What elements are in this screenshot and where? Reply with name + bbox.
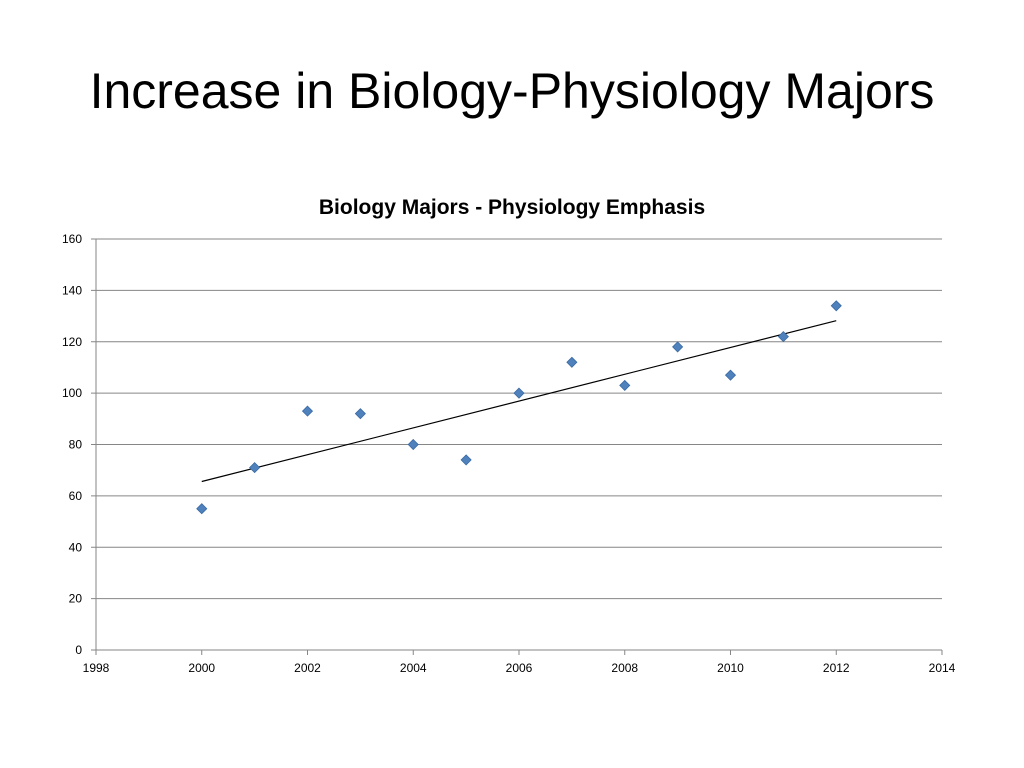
x-tick-label: 2000 [188,661,215,675]
y-tick-label: 120 [62,335,82,349]
y-tick-label: 20 [69,592,83,606]
x-tick-label: 2002 [294,661,321,675]
x-tick-label: 2006 [506,661,533,675]
x-tick-label: 2010 [717,661,744,675]
gridlines [96,238,942,600]
y-tick-label: 40 [69,540,83,554]
x-tick-label: 2004 [400,661,427,675]
y-tick-label: 80 [69,438,83,452]
y-tick-label: 160 [62,232,82,246]
data-point [830,300,842,312]
data-point [724,369,737,381]
data-point [566,356,578,368]
data-point [407,438,419,451]
data-point [777,331,789,343]
y-tick-label: 60 [69,489,83,503]
y-tick-label: 140 [62,283,82,297]
slide-title: Increase in Biology-Physiology Majors [89,63,935,119]
data-point [249,462,261,474]
y-tick-label: 0 [75,643,82,657]
x-tick-label: 1998 [83,661,110,675]
x-tick-label: 2014 [929,661,956,675]
data-point [672,341,684,353]
chart: Biology Majors - Physiology Emphasis 0 20… [62,196,956,675]
data-point [619,379,631,391]
x-tick-label: 2008 [611,661,638,675]
data-point [301,405,314,417]
x-tick-label: 2012 [823,661,850,675]
data-point [513,387,525,399]
data-point [196,503,208,515]
y-tick-label: 100 [62,386,82,400]
chart-title: Biology Majors - Physiology Emphasis [319,196,705,219]
data-point [354,408,366,420]
trendline [201,320,837,483]
data-points [196,300,842,515]
data-point [460,454,472,466]
axes [91,238,943,655]
tick-labels: 0 20 40 60 80 100 120 140 160 1998 2000 2002 2004 200… [62,232,956,675]
trendline-layer [201,320,837,483]
